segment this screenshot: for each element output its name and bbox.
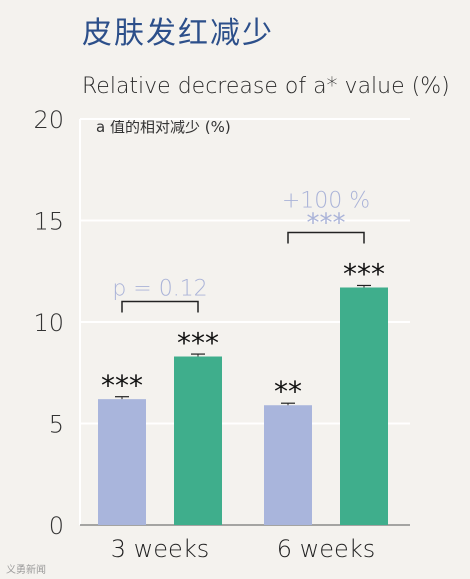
bar — [264, 405, 312, 525]
bar — [98, 399, 146, 525]
chart-subtitle: a 值的相对减少 (%) — [96, 118, 231, 136]
y-tick-label: 20 — [33, 106, 64, 134]
bar — [174, 356, 222, 525]
comparison-label: p = 0.12 — [112, 277, 207, 302]
significance-label: *** — [343, 257, 385, 290]
significance-label: ** — [274, 375, 302, 408]
page-title-chinese: 皮肤发红减少 — [82, 16, 274, 51]
y-tick-label: 10 — [33, 309, 64, 337]
comparison-bracket — [121, 300, 199, 313]
significance-label: *** — [177, 327, 219, 360]
chart-title: Relative decrease of a* value (%) — [82, 74, 450, 99]
comparison-significance: *** — [307, 208, 346, 238]
y-tick-label: 15 — [33, 208, 64, 236]
x-tick-label: 6 weeks — [277, 535, 375, 563]
comparison-label: +100 % — [282, 188, 370, 213]
y-tick-label: 5 — [49, 411, 64, 439]
watermark: 义勇新闻 — [6, 565, 46, 576]
significance-label: *** — [101, 369, 143, 402]
y-tick-label: 0 — [49, 512, 64, 540]
bar — [340, 287, 388, 525]
comparison-bracket — [287, 231, 365, 244]
x-tick-label: 3 weeks — [111, 535, 209, 563]
